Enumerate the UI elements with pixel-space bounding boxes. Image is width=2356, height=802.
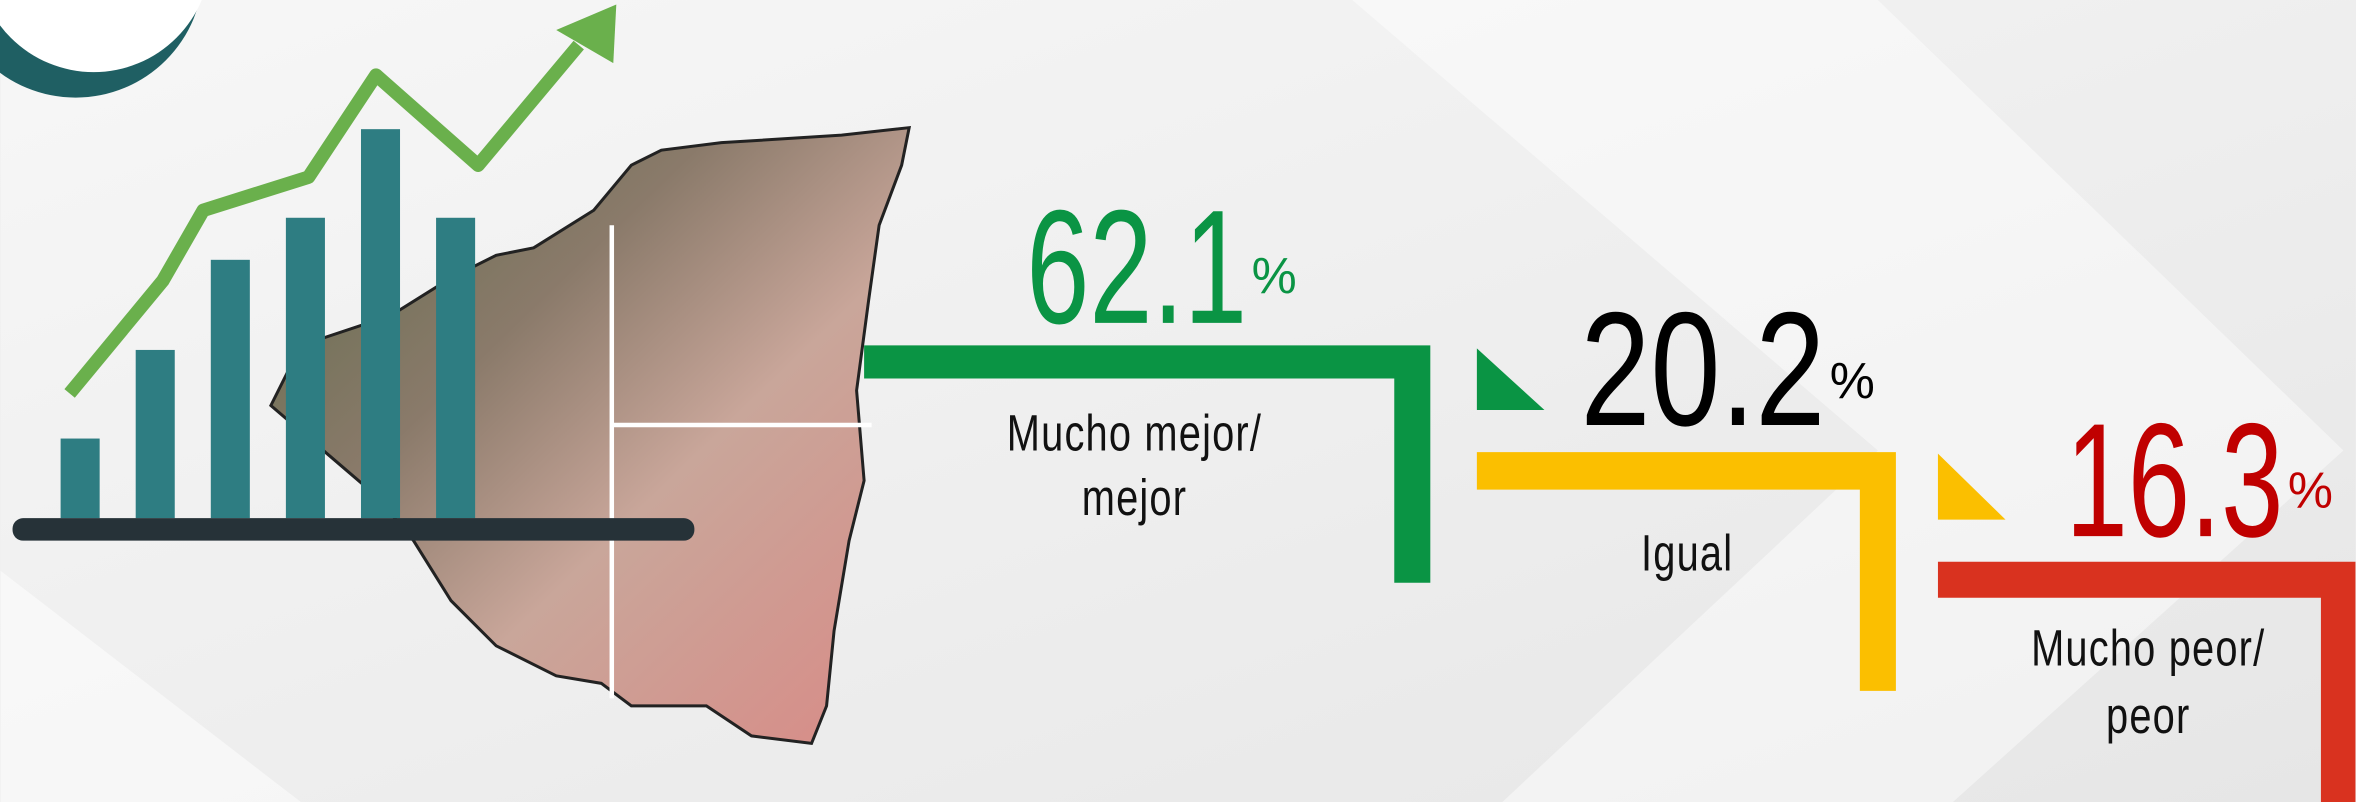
category-label: Mucho peor/	[2031, 620, 2265, 677]
illustration	[12, 4, 912, 746]
value-label: 16.3	[2066, 390, 2284, 571]
unit-label: %	[1830, 352, 1875, 409]
icon-bar	[60, 438, 100, 519]
trend-line	[64, 40, 584, 398]
value-label: 62.1	[1026, 177, 1247, 358]
icon-bar	[360, 129, 401, 519]
step-bar	[1937, 561, 2356, 802]
step-bar	[864, 345, 1431, 583]
map	[269, 125, 912, 746]
icon-bar	[210, 259, 250, 519]
value-label: 20.2	[1581, 279, 1826, 460]
icon-bar	[135, 349, 175, 519]
category-label: peor	[2106, 687, 2190, 744]
trend-arrow	[556, 4, 617, 64]
bg-shape	[1352, 0, 2344, 802]
step-bar	[1476, 452, 1896, 691]
step-pointer	[1937, 453, 2006, 520]
icon-base	[12, 518, 695, 541]
category-label: Mucho mejor/	[1007, 405, 1262, 462]
icon-bar	[436, 217, 476, 519]
corner-circle	[0, 0, 202, 73]
category-label: mejor	[1082, 469, 1187, 526]
category-label: Igual	[1641, 525, 1733, 582]
icon-bar	[285, 217, 325, 519]
unit-label: %	[2288, 462, 2333, 519]
unit-label: %	[1252, 247, 1297, 304]
